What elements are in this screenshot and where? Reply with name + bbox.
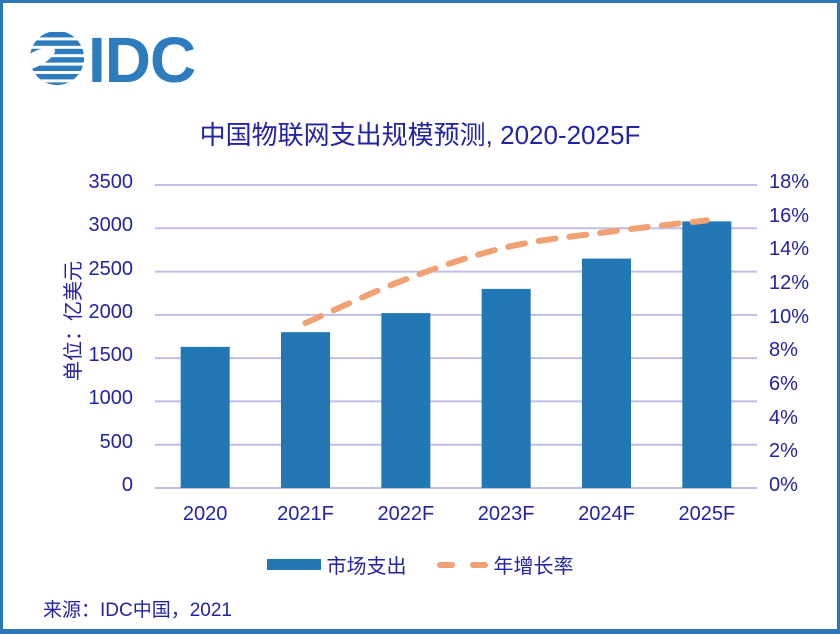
source-note: 来源：IDC中国，2021 xyxy=(43,600,232,621)
idc-logo-text: IDC xyxy=(88,24,195,91)
right-tick-18%: 18% xyxy=(769,171,810,193)
right-tick-8%: 8% xyxy=(769,339,798,362)
x-label-2021F: 2021F xyxy=(277,503,334,525)
idc-logo: IDC xyxy=(30,24,196,91)
legend-line-label: 年增长率 xyxy=(493,556,574,578)
legend-bar-swatch xyxy=(266,559,321,570)
right-tick-2%: 2% xyxy=(769,440,798,463)
idc-globe-icon xyxy=(30,32,84,85)
x-label-2025F: 2025F xyxy=(678,503,736,525)
bar-2023F xyxy=(481,288,531,488)
plot-area xyxy=(155,184,757,489)
right-tick-4%: 4% xyxy=(769,406,798,429)
legend-dashed-line-swatch xyxy=(436,561,488,568)
bar-2024F xyxy=(582,258,631,488)
x-label-2022F: 2022F xyxy=(377,503,435,525)
left-tick-1000: 1000 xyxy=(88,387,134,410)
x-label-2023F: 2023F xyxy=(477,503,535,525)
right-tick-6%: 6% xyxy=(769,373,798,395)
legend: 市场支出 年增长率 xyxy=(3,550,837,579)
x-label-2024F: 2024F xyxy=(578,503,635,525)
x-label-2020: 2020 xyxy=(182,503,228,525)
dash-icon xyxy=(469,561,488,568)
left-tick-500: 500 xyxy=(99,430,133,453)
left-tick-0: 0 xyxy=(121,474,133,496)
right-tick-14%: 14% xyxy=(769,238,810,261)
right-tick-0%: 0% xyxy=(769,474,798,496)
left-tick-3000: 3000 xyxy=(88,214,134,237)
dash-icon xyxy=(436,561,455,568)
bar-2021F xyxy=(281,332,330,488)
bar-2022F xyxy=(381,313,431,488)
left-tick-2500: 2500 xyxy=(88,257,134,280)
left-tick-1500: 1500 xyxy=(88,344,134,367)
chart-title: 中国物联网支出规模预测, 2020-2025F xyxy=(199,120,641,150)
left-tick-2000: 2000 xyxy=(88,300,134,323)
right-tick-12%: 12% xyxy=(769,272,810,294)
bar-2025F xyxy=(682,221,732,489)
right-tick-16%: 16% xyxy=(769,204,810,227)
legend-bar-label: 市场支出 xyxy=(326,556,407,578)
left-tick-3500: 3500 xyxy=(88,171,134,193)
right-tick-10%: 10% xyxy=(769,305,810,328)
growth-rate-line xyxy=(302,217,710,327)
bar-2020 xyxy=(180,346,230,488)
